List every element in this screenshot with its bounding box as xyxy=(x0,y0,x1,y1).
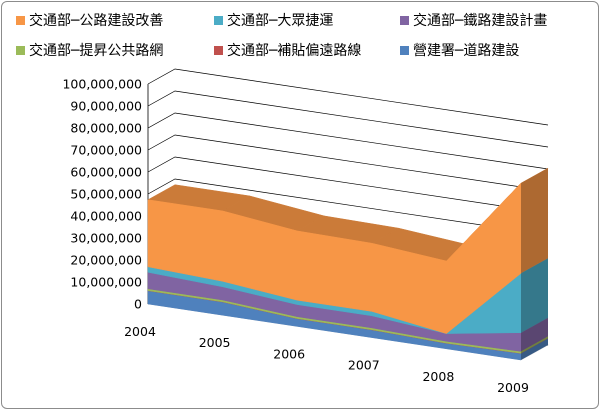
y-tick-label: 30,000,000 xyxy=(70,231,142,246)
x-tick-label: 2005 xyxy=(199,335,231,350)
area-end-face xyxy=(521,338,548,360)
legend-swatch xyxy=(16,16,25,25)
y-tick-label: 80,000,000 xyxy=(70,121,142,136)
y-tick-label: 100,000,000 xyxy=(62,77,142,92)
legend-swatch xyxy=(214,16,223,25)
area-end-face xyxy=(521,317,548,352)
legend-label: 交通部─公路建設改善 xyxy=(29,12,163,29)
x-tick-label: 2007 xyxy=(348,358,380,373)
y-tick-label: 0 xyxy=(134,297,142,312)
gridline xyxy=(147,178,549,236)
x-tick-label: 2008 xyxy=(422,369,454,384)
legend-swatch xyxy=(214,46,223,55)
legend-item: 交通部─公路建設改善 xyxy=(16,12,163,29)
gridline xyxy=(147,68,549,126)
area-end-face xyxy=(521,336,548,354)
y-tick-label: 70,000,000 xyxy=(70,143,142,158)
y-tick-label: 60,000,000 xyxy=(70,165,142,180)
legend-swatch xyxy=(16,46,25,55)
area-series xyxy=(147,167,549,334)
area-end-face xyxy=(521,258,548,333)
legend-item: 交通部─補貼偏遠路線 xyxy=(214,42,361,59)
area-end-face xyxy=(521,338,548,354)
legend-item: 營建署─道路建設 xyxy=(400,43,519,59)
y-tick-label: 10,000,000 xyxy=(70,275,142,290)
legend-label: 交通部─提昇公共路網 xyxy=(29,42,163,59)
legend-label: 交通部─鐵路建設計畫 xyxy=(413,12,547,29)
x-tick-label: 2006 xyxy=(273,346,305,361)
area-end-face xyxy=(521,168,548,274)
legend-label: 營建署─道路建設 xyxy=(413,43,519,59)
legend-item: 交通部─提昇公共路網 xyxy=(16,42,163,59)
legend-label: 交通部─補貼偏遠路線 xyxy=(227,42,361,59)
y-tick-label: 90,000,000 xyxy=(70,99,142,114)
x-tick-label: 2009 xyxy=(497,380,529,395)
gridline xyxy=(147,112,549,170)
x-tick-label: 2004 xyxy=(124,324,156,339)
legend-swatch xyxy=(400,16,409,25)
gridline xyxy=(147,134,549,192)
y-tick-label: 40,000,000 xyxy=(70,209,142,224)
y-tick-label: 50,000,000 xyxy=(70,187,142,202)
y-tick-label: 20,000,000 xyxy=(70,253,142,268)
legend-label: 交通部─大眾捷運 xyxy=(227,12,333,29)
legend-item: 交通部─大眾捷運 xyxy=(214,12,333,29)
gridline xyxy=(147,90,549,148)
legend-item: 交通部─鐵路建設計畫 xyxy=(400,12,547,29)
legend-swatch xyxy=(400,46,409,55)
gridline xyxy=(147,156,549,214)
